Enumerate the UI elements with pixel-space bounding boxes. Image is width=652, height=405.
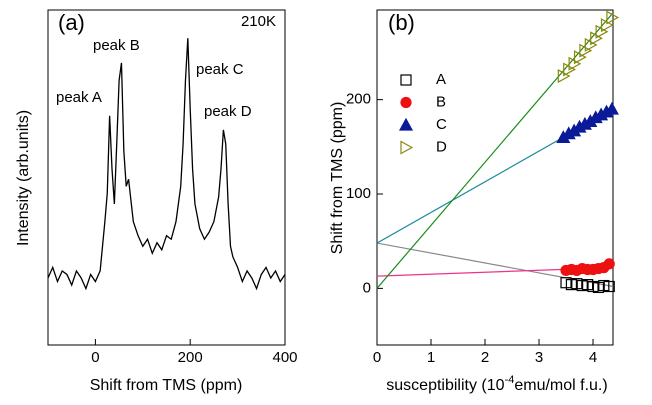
- plot-frame: [47, 9, 286, 346]
- x-axis-label-sup: -4: [505, 374, 515, 386]
- legend-label: D: [436, 138, 447, 155]
- y-axis-label: Intensity (arb.units): [15, 110, 32, 246]
- fit-line: [376, 12, 614, 289]
- annotation: peak B: [93, 37, 140, 54]
- marker: [606, 10, 620, 25]
- plot-frame: [376, 9, 614, 346]
- x-axis-label-part: susceptibility (10: [386, 377, 504, 394]
- y-tick-label: 100: [346, 185, 371, 202]
- marker: [603, 258, 615, 270]
- x-tick-label: 1: [427, 349, 435, 366]
- panel-label: (b): [388, 10, 415, 35]
- annotation: 210K: [241, 13, 276, 30]
- legend-label: A: [436, 71, 446, 88]
- y-tick-label: 200: [346, 91, 371, 108]
- legend-marker: [400, 74, 412, 86]
- legend-marker: [398, 117, 414, 131]
- annotation: peak A: [56, 89, 102, 106]
- x-tick-label: 3: [535, 349, 543, 366]
- panel-label: (a): [58, 10, 85, 35]
- legend-label: B: [436, 93, 446, 110]
- x-axis-label-part: emu/mol f.u.): [514, 377, 607, 394]
- x-tick-label: 2: [481, 349, 489, 366]
- marker: [603, 280, 615, 293]
- x-tick-label: 400: [272, 349, 297, 366]
- annotation: peak D: [204, 103, 252, 120]
- spectrum-line: [47, 38, 286, 291]
- x-tick-label: 4: [589, 349, 597, 366]
- x-axis-label: susceptibility (10-4emu/mol f.u.): [386, 374, 607, 394]
- legend-marker: [400, 140, 414, 155]
- marker: [604, 101, 619, 115]
- x-tick-label: 0: [91, 349, 99, 366]
- y-axis-label: Shift from TMS (ppm): [329, 102, 346, 255]
- legend-label: C: [436, 116, 447, 133]
- x-tick-label: 0: [373, 349, 381, 366]
- legend-marker: [400, 96, 412, 109]
- x-axis-label: Shift from TMS (ppm): [90, 377, 243, 394]
- y-tick-label: 0: [363, 279, 371, 296]
- x-tick-label: 200: [178, 349, 203, 366]
- annotation: peak C: [196, 61, 244, 78]
